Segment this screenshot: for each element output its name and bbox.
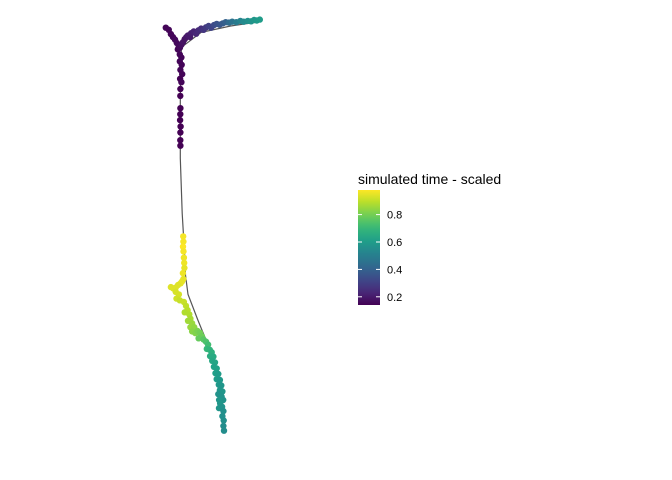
cell-point bbox=[177, 111, 184, 118]
cell-point bbox=[220, 422, 227, 430]
cell-point bbox=[177, 142, 184, 149]
color-legend: simulated time - scaled 0.2 0.4 0.6 0.8 bbox=[358, 171, 501, 305]
cell-point bbox=[181, 259, 188, 267]
cell-point bbox=[195, 335, 202, 342]
legend-tick-label: 0.6 bbox=[387, 237, 402, 249]
cell-point bbox=[177, 129, 184, 136]
cell-point bbox=[220, 427, 228, 434]
cell-point bbox=[167, 283, 175, 291]
legend-tick-label: 0.2 bbox=[387, 292, 402, 304]
cell-point bbox=[181, 264, 188, 272]
legend-tick-label: 0.4 bbox=[387, 264, 402, 276]
cell-point bbox=[177, 85, 184, 93]
legend-ticks: 0.2 0.4 0.6 0.8 bbox=[358, 210, 402, 304]
legend-tick-label: 0.8 bbox=[387, 210, 402, 222]
cell-point bbox=[256, 16, 263, 23]
cell-point bbox=[180, 238, 187, 245]
cell-point bbox=[215, 370, 222, 378]
cell-point bbox=[177, 137, 184, 144]
cell-point bbox=[178, 79, 185, 86]
cell-point bbox=[177, 123, 184, 130]
cell-point bbox=[177, 105, 184, 112]
legend-title: simulated time - scaled bbox=[358, 171, 501, 187]
cell-point bbox=[179, 243, 187, 250]
cell-point bbox=[176, 116, 184, 124]
cell-point bbox=[180, 248, 187, 255]
cell-point bbox=[220, 407, 227, 415]
cell-point bbox=[179, 269, 187, 277]
legend-colorbar bbox=[358, 190, 380, 305]
cell-point bbox=[177, 92, 184, 100]
cell-point bbox=[180, 233, 187, 240]
cell-points bbox=[162, 16, 263, 434]
cell-point bbox=[220, 417, 227, 424]
cell-point bbox=[178, 61, 185, 68]
cell-point bbox=[180, 254, 188, 261]
